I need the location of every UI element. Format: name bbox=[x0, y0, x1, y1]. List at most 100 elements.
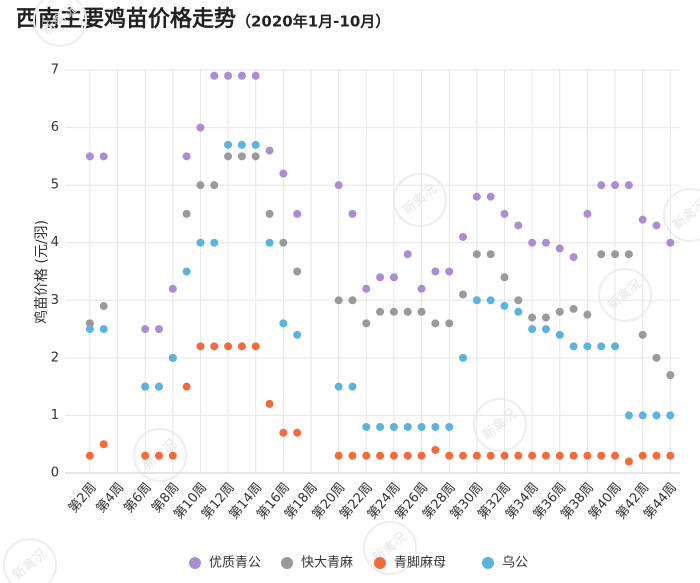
data-point bbox=[541, 238, 550, 247]
data-point bbox=[652, 451, 661, 460]
data-point bbox=[168, 451, 177, 460]
watermark-ring bbox=[3, 538, 57, 583]
y-tick-label: 5 bbox=[51, 178, 59, 193]
data-point bbox=[638, 215, 647, 224]
data-point bbox=[265, 146, 274, 155]
data-point bbox=[555, 307, 564, 316]
watermark: 新禽况 bbox=[670, 196, 700, 233]
data-point bbox=[500, 451, 509, 460]
watermark-ring bbox=[598, 268, 652, 322]
data-point bbox=[237, 342, 246, 351]
data-point bbox=[500, 302, 509, 311]
data-point bbox=[417, 307, 426, 316]
data-point bbox=[251, 140, 260, 149]
data-point bbox=[362, 319, 371, 328]
data-point bbox=[431, 445, 440, 454]
data-point bbox=[348, 209, 357, 218]
data-point bbox=[583, 342, 592, 351]
data-point bbox=[251, 71, 260, 80]
data-point bbox=[210, 71, 219, 80]
data-point bbox=[237, 152, 246, 161]
data-point bbox=[99, 302, 108, 311]
data-point bbox=[99, 152, 108, 161]
data-point bbox=[514, 451, 523, 460]
y-axis-label: 鸡苗价格 (元/羽) bbox=[33, 220, 50, 324]
watermark-ring bbox=[363, 521, 417, 575]
data-point bbox=[472, 451, 481, 460]
data-point bbox=[500, 209, 509, 218]
data-point bbox=[500, 273, 509, 282]
data-point bbox=[348, 296, 357, 305]
data-point bbox=[403, 451, 412, 460]
legend-marker bbox=[374, 557, 386, 569]
data-point bbox=[251, 342, 260, 351]
data-point bbox=[417, 422, 426, 431]
data-point bbox=[403, 250, 412, 259]
data-point bbox=[85, 319, 94, 328]
data-point bbox=[85, 325, 94, 334]
y-tick-label: 4 bbox=[51, 235, 59, 250]
data-point bbox=[666, 371, 675, 380]
data-point bbox=[293, 330, 302, 339]
data-point bbox=[528, 238, 537, 247]
data-point bbox=[569, 304, 578, 313]
data-point bbox=[279, 319, 288, 328]
data-point bbox=[472, 296, 481, 305]
data-point bbox=[224, 71, 233, 80]
watermark: 新禽况 bbox=[605, 276, 645, 313]
watermark: 新禽况 bbox=[400, 181, 440, 218]
legend-marker bbox=[482, 557, 494, 569]
data-point bbox=[569, 253, 578, 262]
watermark-ring bbox=[663, 188, 700, 242]
data-point bbox=[141, 451, 150, 460]
data-point bbox=[85, 451, 94, 460]
legend-marker bbox=[189, 557, 201, 569]
y-tick-label: 3 bbox=[51, 293, 59, 308]
data-point bbox=[154, 451, 163, 460]
data-point bbox=[99, 325, 108, 334]
data-point bbox=[583, 451, 592, 460]
data-point bbox=[210, 181, 219, 190]
data-point bbox=[99, 440, 108, 449]
data-point bbox=[334, 181, 343, 190]
data-point bbox=[445, 422, 454, 431]
y-tick-label: 7 bbox=[51, 63, 59, 78]
data-point bbox=[279, 428, 288, 437]
data-point bbox=[541, 451, 550, 460]
data-point bbox=[486, 451, 495, 460]
y-tick-label: 1 bbox=[51, 408, 59, 423]
data-point bbox=[168, 353, 177, 362]
data-point bbox=[555, 451, 564, 460]
data-point bbox=[555, 330, 564, 339]
chart-subtitle: （2020年1月-10月） bbox=[236, 13, 390, 31]
data-point bbox=[666, 411, 675, 420]
data-point bbox=[486, 250, 495, 259]
data-point bbox=[362, 284, 371, 293]
legend-label: 快大青麻 bbox=[301, 556, 353, 571]
data-point bbox=[196, 238, 205, 247]
data-point bbox=[265, 399, 274, 408]
data-point bbox=[638, 411, 647, 420]
data-point bbox=[445, 451, 454, 460]
data-point bbox=[445, 267, 454, 276]
data-point bbox=[624, 411, 633, 420]
data-point bbox=[182, 382, 191, 391]
data-point bbox=[638, 330, 647, 339]
data-point bbox=[224, 342, 233, 351]
data-point bbox=[362, 422, 371, 431]
data-point bbox=[624, 250, 633, 259]
legend-label: 优质青公 bbox=[209, 556, 261, 571]
data-point bbox=[514, 307, 523, 316]
legend-marker bbox=[281, 557, 293, 569]
data-point bbox=[583, 209, 592, 218]
data-point bbox=[583, 310, 592, 319]
data-point bbox=[196, 123, 205, 132]
data-point bbox=[348, 451, 357, 460]
data-point bbox=[486, 296, 495, 305]
data-point bbox=[293, 267, 302, 276]
data-point bbox=[624, 181, 633, 190]
data-point bbox=[431, 267, 440, 276]
data-point bbox=[611, 181, 620, 190]
data-point bbox=[403, 307, 412, 316]
data-point bbox=[459, 232, 468, 241]
